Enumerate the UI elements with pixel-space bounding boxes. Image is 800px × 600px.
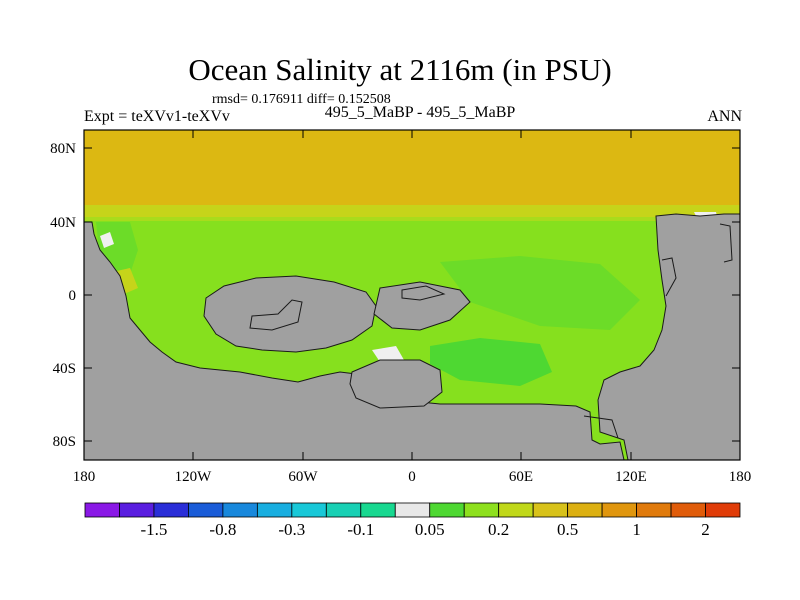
land-central [203,275,377,353]
lat-label-40s: 40S [53,361,76,377]
stats-label: rmsd= 0.176911 diff= 0.152508 [212,92,391,107]
colorbar-swatch [188,502,224,518]
colorbar-swatch [291,502,327,518]
colorbar-swatch [360,502,396,518]
colorbar-swatch [601,502,637,518]
land-island [373,281,471,331]
colorbar-swatch [394,502,431,518]
lon-label-0: 0 [408,469,416,485]
colorbar-swatch [636,502,672,518]
colorbar-swatch [222,502,258,518]
colorbar-swatch [256,502,293,518]
colorbar-swatch [532,502,569,518]
colorbar-label: 0.05 [415,520,445,539]
lat-labels: 80N 40N 0 40S 80S [50,141,76,450]
lon-label-60e: 60E [509,469,533,485]
experiment-label: Expt = teXVv1-teXVv [84,108,230,125]
green-patch-a [440,256,640,330]
colorbar-label: -0.3 [278,520,305,539]
colorbar-label: -0.8 [209,520,236,539]
season-label: ANN [707,108,742,125]
colorbar-labels: -1.5 -0.8 -0.3 -0.1 0.05 0.2 0.5 1 2 [140,520,709,539]
period-label: 495_5_MaBP - 495_5_MaBP [324,104,516,121]
colorbar-label: 1 [632,520,641,539]
colorbar-swatch [463,502,500,518]
lon-labels: 180 120W 60W 0 60E 120E 180 [73,469,752,485]
colorbar-swatch [84,502,120,518]
lon-label-120w: 120W [175,469,213,485]
colorbar-swatch [705,502,741,518]
colorbar-swatch [567,502,603,518]
white-spot-b [372,346,404,362]
lat-label-40n: 40N [50,215,76,231]
colorbar-swatch [325,502,362,518]
colorbar-label: 2 [701,520,710,539]
colorbar-swatch [429,502,465,518]
colorbar-swatch [119,502,155,518]
green-patch-b [430,338,552,386]
white-spot-a [100,232,114,248]
lat-label-80n: 80N [50,141,76,157]
lon-label-180e: 180 [729,469,752,485]
transition-band [84,205,740,217]
land-south-island [349,359,443,409]
colorbar [84,502,741,518]
land-masses [84,213,740,460]
colorbar-swatch [670,502,706,518]
land-west-south [84,221,625,460]
axis-ticks [83,130,741,460]
transition-band-2 [84,217,740,221]
lon-label-120e: 120E [615,469,647,485]
north-high-band [84,130,740,205]
colorbar-label: -0.1 [347,520,374,539]
colorbar-swatch [498,502,534,518]
lat-label-80s: 80S [53,434,76,450]
lon-label-60w: 60W [288,469,318,485]
plot-title: Ocean Salinity at 2116m (in PSU) [188,52,612,87]
colorbar-label: -1.5 [140,520,167,539]
colorbar-label: 0.2 [488,520,509,539]
lat-label-0: 0 [69,288,77,304]
colorbar-label: 0.5 [557,520,578,539]
colorbar-swatch [153,502,189,518]
land-east [597,213,740,460]
map-field [84,130,740,460]
lon-label-180w: 180 [73,469,96,485]
coastline-detail [249,223,733,439]
